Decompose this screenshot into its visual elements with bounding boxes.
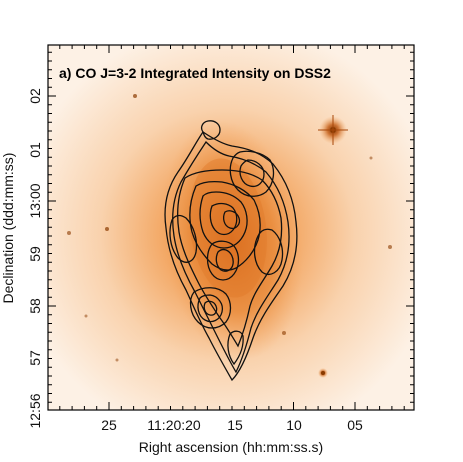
y-tick-labels: 02 01 13:00 59 58 57 12:56 [27, 88, 43, 429]
x-tick-label: 05 [347, 417, 363, 433]
panel-title: a) CO J=3-2 Integrated Intensity on DSS2 [59, 65, 331, 81]
x-tick-label: 25 [101, 417, 117, 433]
x-tick-labels: 25 11:20:20 15 10 05 [101, 417, 363, 433]
x-tick-label: 11:20:20 [147, 417, 201, 433]
x-tick-label: 10 [286, 417, 302, 433]
dss2-image [48, 45, 414, 410]
co-contours [164, 120, 298, 382]
x-axis-title: Right ascension (hh:mm:ss.s) [139, 439, 323, 455]
y-tick-label: 59 [27, 246, 43, 262]
x-tick-label: 15 [227, 417, 243, 433]
field-stars [67, 94, 392, 378]
y-tick-label: 58 [27, 298, 43, 314]
y-tick-label: 57 [27, 350, 43, 366]
y-axis-title: Declination (ddd:mm:ss) [0, 153, 16, 304]
y-tick-label: 02 [27, 88, 43, 104]
y-tick-label: 13:00 [27, 183, 43, 218]
axis-ticks [48, 45, 414, 410]
y-tick-label: 12:56 [27, 393, 43, 428]
y-tick-label: 01 [27, 142, 43, 158]
